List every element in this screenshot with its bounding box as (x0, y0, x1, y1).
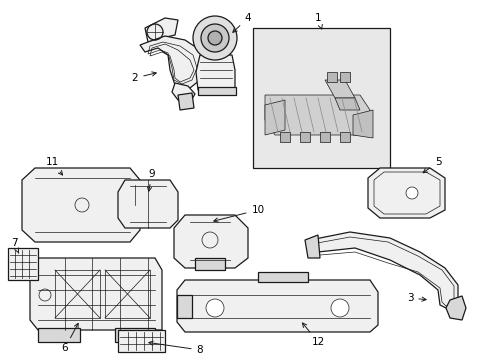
Circle shape (207, 31, 222, 45)
Polygon shape (367, 168, 444, 218)
Polygon shape (319, 132, 329, 142)
Polygon shape (198, 87, 236, 95)
Polygon shape (352, 110, 372, 138)
Polygon shape (177, 295, 192, 318)
Text: 1: 1 (314, 13, 322, 29)
Text: 12: 12 (302, 323, 324, 347)
Polygon shape (325, 80, 354, 98)
Polygon shape (140, 36, 204, 88)
Polygon shape (334, 98, 359, 110)
Polygon shape (177, 280, 377, 332)
Circle shape (405, 187, 417, 199)
Polygon shape (118, 330, 164, 352)
Text: 7: 7 (11, 238, 19, 253)
Polygon shape (264, 95, 369, 135)
Polygon shape (305, 235, 319, 258)
Polygon shape (339, 72, 349, 82)
Polygon shape (264, 100, 285, 135)
Polygon shape (145, 18, 178, 42)
Text: 2: 2 (131, 72, 156, 83)
Text: 8: 8 (148, 341, 203, 355)
Polygon shape (339, 132, 349, 142)
Polygon shape (178, 93, 194, 110)
Polygon shape (174, 215, 247, 268)
Polygon shape (22, 168, 140, 242)
Polygon shape (195, 258, 224, 270)
Polygon shape (280, 132, 289, 142)
Polygon shape (252, 28, 389, 168)
Polygon shape (115, 328, 155, 342)
Polygon shape (118, 180, 178, 228)
Circle shape (193, 16, 237, 60)
Text: 5: 5 (422, 157, 440, 173)
Polygon shape (196, 55, 235, 90)
Polygon shape (30, 258, 162, 330)
Polygon shape (445, 296, 465, 320)
Polygon shape (130, 185, 160, 205)
Text: 3: 3 (406, 293, 425, 303)
Polygon shape (172, 83, 195, 102)
Polygon shape (326, 72, 336, 82)
Circle shape (330, 299, 348, 317)
Text: 10: 10 (213, 205, 264, 222)
Polygon shape (299, 132, 309, 142)
Circle shape (201, 24, 228, 52)
Circle shape (205, 299, 224, 317)
Text: 11: 11 (45, 157, 62, 175)
Text: 4: 4 (232, 13, 251, 32)
Polygon shape (38, 328, 80, 342)
Polygon shape (8, 248, 38, 280)
Polygon shape (307, 232, 457, 310)
Text: 6: 6 (61, 323, 78, 353)
Text: 9: 9 (147, 169, 155, 191)
Polygon shape (258, 272, 307, 282)
